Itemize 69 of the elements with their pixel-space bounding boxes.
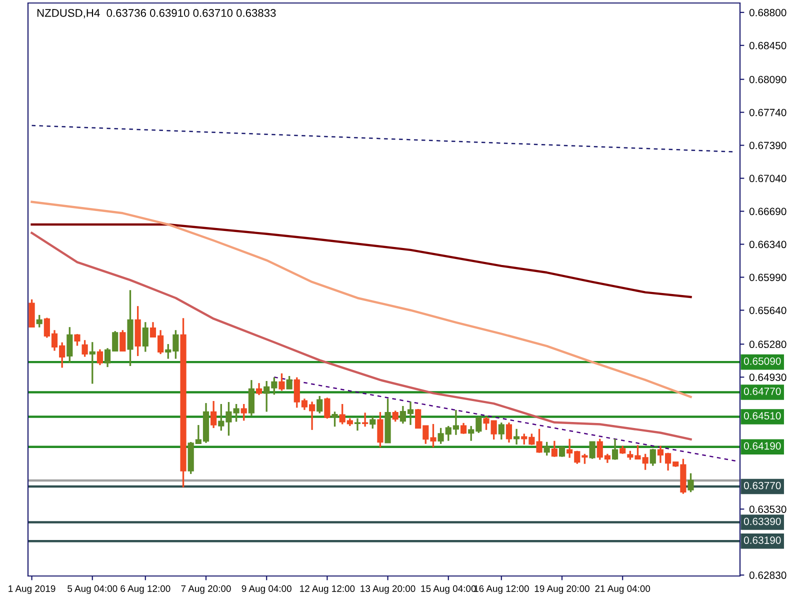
ref-line-label: 0.64510 (744, 412, 781, 420)
candlestick (210, 400, 217, 429)
x-tick-label: 16 Aug 12:00 (474, 585, 529, 594)
x-tick-label: 7 Aug 20:00 (181, 585, 231, 594)
line-series (30, 232, 692, 440)
ref-line-label: 0.63390 (744, 518, 781, 526)
candlestick (558, 446, 566, 458)
candlestick (514, 428, 520, 446)
candlestick (74, 333, 80, 347)
candlestick (332, 410, 338, 428)
candlestick (66, 326, 73, 364)
candlestick (256, 382, 262, 396)
chart-title: NZDUSD,H4 0.63736 0.63910 0.63710 0.63833 (37, 9, 276, 18)
candlestick (460, 422, 467, 435)
candlestick (544, 441, 550, 456)
candlestick (688, 472, 694, 493)
candlestick (286, 375, 292, 390)
candlestick (370, 416, 376, 430)
y-tick-label: 0.63530 (749, 506, 786, 513)
candlestick (96, 348, 103, 366)
candlestick (28, 298, 35, 328)
x-tick-label: 5 Aug 04:00 (68, 585, 118, 594)
candlestick (324, 396, 330, 420)
ref-line-label: 0.64190 (744, 442, 781, 450)
candlestick (498, 422, 504, 440)
y-tick-label: 0.65280 (749, 340, 786, 348)
candlestick (589, 441, 596, 460)
candlestick (506, 422, 512, 444)
candlestick (36, 314, 42, 328)
candlestick (82, 339, 88, 358)
candlestick (392, 410, 398, 422)
candlestick (142, 321, 148, 353)
x-tick-label: 9 Aug 04:00 (242, 585, 292, 594)
candlestick (240, 403, 247, 422)
candlestick (354, 417, 361, 432)
ref-line-label: 0.65090 (744, 357, 781, 365)
y-tick-label: 0.62830 (749, 572, 786, 579)
x-tick-label: 21 Aug 04:00 (595, 585, 650, 594)
candlestick (650, 448, 656, 467)
x-tick-label: 13 Aug 20:00 (360, 585, 416, 594)
line-series (30, 200, 692, 398)
y-tick-label: 0.67390 (749, 142, 786, 150)
candlestick (248, 379, 254, 417)
y-tick-label: 0.68090 (749, 76, 786, 84)
candlestick (278, 372, 285, 392)
y-tick-label: 0.65640 (749, 306, 786, 314)
ref-line-label: 0.64770 (744, 388, 781, 396)
ref-line-label: 0.63770 (744, 482, 781, 490)
candlestick (612, 438, 618, 461)
ref-line-label: 0.63190 (744, 536, 781, 544)
candlestick (551, 440, 558, 458)
candlestick (89, 341, 96, 385)
x-tick-label: 19 Aug 20:00 (534, 585, 590, 594)
y-tick-label: 0.67740 (749, 108, 786, 116)
y-tick-label: 0.68800 (749, 8, 786, 16)
line-series (30, 223, 692, 298)
y-tick-label: 0.64930 (749, 374, 786, 382)
candlestick (362, 412, 368, 428)
y-tick-label: 0.65990 (749, 274, 786, 282)
y-tick-label: 0.67040 (749, 174, 786, 182)
y-tick-label: 0.66340 (749, 240, 786, 248)
y-tick-label: 0.66690 (749, 208, 786, 216)
y-tick-label: 0.68450 (749, 42, 786, 50)
candlestick (120, 329, 126, 352)
x-tick-label: 12 Aug 12:00 (300, 585, 355, 594)
candlestick (316, 395, 323, 414)
x-tick-label: 6 Aug 12:00 (120, 585, 170, 594)
candlestick (377, 411, 384, 448)
x-tick-label: 1 Aug 2019 (8, 585, 56, 594)
